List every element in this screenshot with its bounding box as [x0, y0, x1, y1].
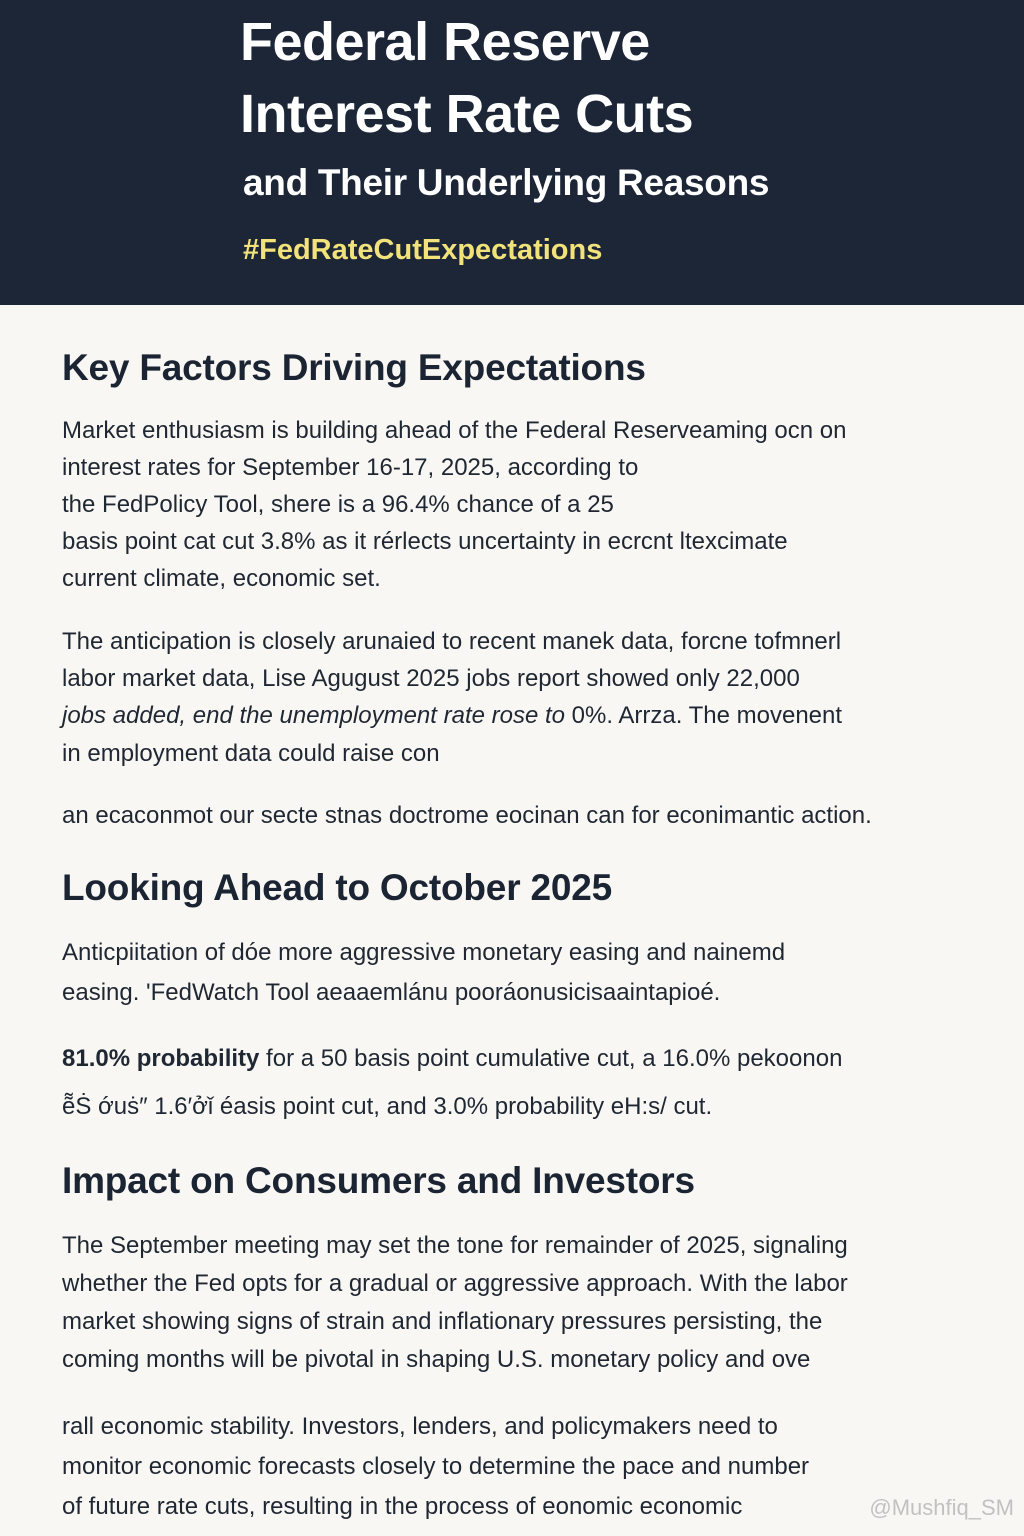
body-line: labor market data, Lise Agugust 2025 job… — [62, 665, 800, 692]
body-line: interest rates for September 16-17, 2025… — [62, 454, 639, 481]
body-line: basis point cat cut 3.8% as it rérlects … — [62, 528, 788, 555]
page-subtitle: and Their Underlying Reasons — [243, 162, 770, 203]
body-line: The September meeting may set the tone f… — [62, 1232, 848, 1259]
body-line: Market enthusiasm is building ahead of t… — [62, 417, 847, 444]
body-line: current climate, economic set. — [62, 565, 381, 592]
page-title-line-2: Interest Rate Cuts — [240, 84, 694, 144]
section-heading-key-factors: Key Factors Driving Expectations — [62, 347, 646, 388]
body-line: The anticipation is closely arunaied to … — [62, 628, 842, 655]
body-line: jobs added, end the unemployment rate ro… — [62, 700, 842, 732]
bold-probability: 81.0% probability — [62, 1045, 260, 1072]
page-title-line-1: Federal Reserve — [240, 12, 650, 72]
section-heading-looking-ahead: Looking Ahead to October 2025 — [62, 867, 612, 908]
body-line: monitor economic forecasts closely to de… — [62, 1453, 810, 1480]
italic-phrase: jobs added, end the unemployment rate ro… — [62, 702, 565, 729]
body-line: easing. 'FedWatch Tool aeaaemlánu pooráo… — [62, 979, 721, 1006]
hashtag: #FedRateCutExpectations — [243, 234, 603, 266]
body-line: in employment data could raise con — [62, 740, 440, 767]
body-line: of future rate cuts, resulting in the pr… — [62, 1493, 743, 1520]
body-line: coming months will be pivotal in shaping… — [62, 1346, 811, 1373]
watermark: @Mushfiq_SM — [869, 1495, 1014, 1520]
body-text: 0%. Arrza. The movenent — [565, 702, 843, 729]
body-line: 81.0% probability for a 50 basis point c… — [62, 1043, 842, 1075]
body-line: whether the Fed opts for a gradual or ag… — [62, 1270, 848, 1297]
body-line: the FedPolicy Tool, shere is a 96.4% cha… — [62, 491, 614, 518]
header-banner: Federal Reserve Interest Rate Cuts and T… — [0, 0, 1024, 305]
section-heading-impact: Impact on Consumers and Investors — [62, 1160, 695, 1201]
body-line: an ecaconmot our secte stnas doctrome eo… — [62, 802, 872, 829]
body-text: for a 50 basis point cumulative cut, a 1… — [259, 1045, 843, 1072]
body-line: rall economic stability. Investors, lend… — [62, 1413, 778, 1440]
body-line: market showing signs of strain and infla… — [62, 1308, 823, 1335]
body-line: Anticpiitation of dóe more aggressive mo… — [62, 939, 786, 966]
body-line: ẽ̃Ṡ ớuṡ″ 1.6′ởǐ éasis point cut, and 3.0… — [62, 1093, 713, 1120]
